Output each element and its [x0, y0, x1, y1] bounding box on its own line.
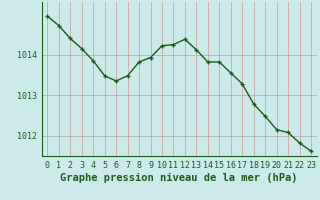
X-axis label: Graphe pression niveau de la mer (hPa): Graphe pression niveau de la mer (hPa): [60, 173, 298, 183]
